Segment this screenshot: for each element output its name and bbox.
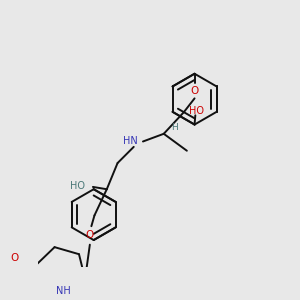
Text: O: O bbox=[190, 86, 199, 96]
Text: NH: NH bbox=[56, 286, 71, 296]
Text: H: H bbox=[171, 123, 178, 132]
Text: HN: HN bbox=[123, 136, 138, 146]
Text: O: O bbox=[10, 254, 18, 263]
Text: HO: HO bbox=[189, 106, 204, 116]
Text: O: O bbox=[86, 230, 94, 240]
Text: HO: HO bbox=[70, 181, 85, 191]
